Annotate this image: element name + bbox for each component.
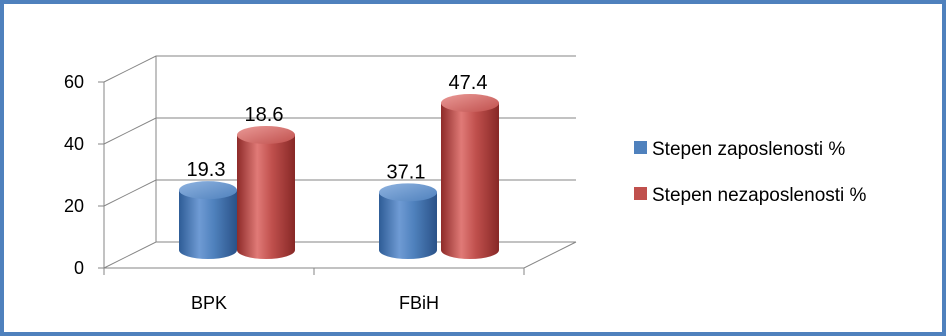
data-label: 37.1 xyxy=(387,161,426,183)
bar-top xyxy=(179,181,237,200)
y-tick-label: 60 xyxy=(64,72,84,92)
bar-top xyxy=(379,183,437,202)
data-label: 47.4 xyxy=(449,72,488,94)
bar-body xyxy=(379,192,437,259)
y-tick-label: 20 xyxy=(64,196,84,216)
data-label: 19.3 xyxy=(187,159,226,181)
legend-swatch-series-1 xyxy=(634,141,647,154)
gridline xyxy=(103,179,576,207)
legend-label-series-2: Stepen nezaposlenosti % xyxy=(652,185,867,206)
bar xyxy=(179,181,237,259)
gridline xyxy=(103,55,576,83)
bar xyxy=(441,94,499,259)
category-axis: BPK FBiH xyxy=(103,268,525,313)
legend: Stepen zaposlenosti % Stepen nezaposleno… xyxy=(634,139,867,206)
value-axis: 0 20 40 60 xyxy=(64,72,105,278)
bar-body xyxy=(441,103,499,259)
bars xyxy=(179,94,499,259)
bar-top xyxy=(441,94,499,113)
legend-swatch-series-2 xyxy=(634,187,647,200)
y-tick-label: 40 xyxy=(64,134,84,154)
legend-label-series-1: Stepen zaposlenosti % xyxy=(652,139,845,160)
category-label: BPK xyxy=(191,293,227,313)
gridline xyxy=(103,117,576,145)
bar-body xyxy=(179,190,237,259)
data-labels: 19.3 18.6 37.1 47.4 xyxy=(187,72,488,183)
bar-body xyxy=(237,134,295,259)
bar-top xyxy=(237,125,295,144)
floor-edge xyxy=(104,241,577,269)
y-tick-label: 0 xyxy=(74,258,84,278)
bar xyxy=(379,183,437,259)
chart-grid xyxy=(103,55,577,269)
bar xyxy=(237,125,295,259)
data-label: 18.6 xyxy=(245,104,284,126)
gridline xyxy=(103,241,576,269)
employment-chart: 0 20 40 60 BPK FBiH 19.3 18.6 37.1 47.4 Stepen … xyxy=(64,55,867,313)
category-label: FBiH xyxy=(399,293,439,313)
